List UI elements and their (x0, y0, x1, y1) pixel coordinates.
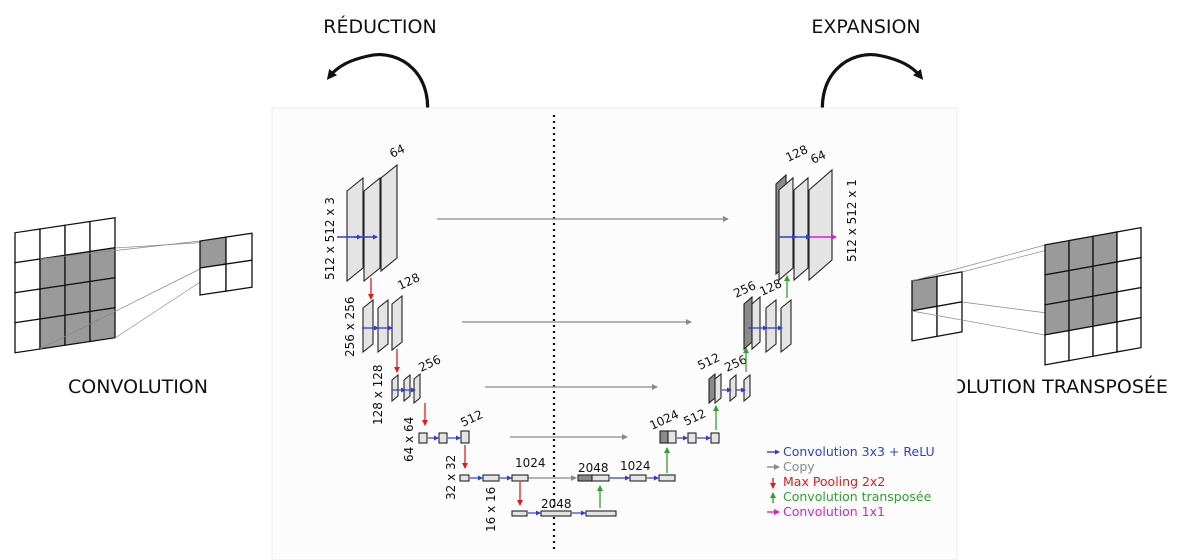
feature-map-128 (391, 373, 399, 403)
expansion-title: EXPANSION (811, 16, 920, 38)
encoder: 64 512 x 512 x 3 128 256 x 256 256 128 x… (323, 142, 546, 506)
decoder: 2048 1024 1024 512 512 256 256 128 (577, 142, 859, 482)
expansion-curved-arrow (820, 53, 924, 129)
reduction-title: RÉDUCTION (323, 15, 436, 38)
upsampled-map (714, 372, 722, 405)
legend-maxpool: Max Pooling 2x2 (783, 474, 885, 489)
bottleneck-channels: 2048 (541, 497, 572, 511)
decoder-channels-1024: 1024 (620, 459, 651, 473)
feature-map-256 (743, 373, 751, 403)
feature-map-512-b (363, 176, 381, 283)
legend-conv1x1: Convolution 1x1 (783, 504, 885, 519)
upsampled-map (778, 176, 794, 282)
copied-map (708, 372, 716, 405)
bottleneck-map (585, 510, 617, 517)
feature-map-64 (418, 432, 428, 444)
resolution-256: 256 x 256 (343, 296, 357, 357)
channels-1024: 1024 (515, 456, 546, 470)
conv-output-grid (199, 232, 253, 296)
bottleneck-map (540, 510, 572, 517)
channels-64: 64 (387, 142, 407, 161)
convolution-illustration (14, 217, 253, 354)
upsampled-map (667, 430, 677, 444)
legend-upconv: Convolution transposée (783, 489, 932, 504)
legend-copy: Copy (783, 459, 815, 474)
bottleneck: 2048 16 x 16 (484, 485, 617, 532)
feature-map-32 (511, 474, 529, 482)
feature-map-256 (377, 298, 389, 354)
decoder-channels-2048: 2048 (578, 461, 609, 475)
feature-map-128 (780, 298, 792, 354)
conv-input-grid (14, 217, 116, 354)
feature-map-512 (710, 432, 720, 444)
resolution-64: 64 x 64 (402, 417, 416, 462)
feature-map-64 (460, 430, 470, 444)
feature-map-64 (438, 432, 448, 444)
convolution-title: CONVOLUTION (68, 376, 208, 398)
feature-map-64 (793, 176, 809, 282)
feature-map-128 (765, 298, 777, 354)
copied-map (577, 474, 593, 482)
skip-connections (437, 216, 729, 481)
resolution-512: 512 x 512 x 3 (323, 197, 337, 280)
transposed-convolution-illustration (911, 226, 1142, 366)
feature-map-128 (403, 373, 411, 403)
feature-map-256 (729, 373, 737, 403)
tconv-output-grid (1044, 226, 1142, 366)
tconv-input-grid (911, 271, 963, 342)
copied-map (659, 430, 669, 444)
resolution-128: 128 x 128 (371, 364, 385, 425)
legend: Convolution 3x3 + ReLU Copy Max Pooling … (767, 444, 935, 519)
feature-map-1024 (629, 474, 647, 482)
resolution-32: 32 x 32 (444, 455, 458, 500)
resolution-16: 16 x 16 (484, 487, 498, 532)
legend-conv: Convolution 3x3 + ReLU (783, 444, 935, 459)
copied-map (743, 295, 753, 351)
feature-map-512-a (346, 176, 364, 283)
feature-map-512 (687, 432, 697, 444)
feature-map-64 (808, 168, 833, 282)
feature-map-32 (459, 474, 470, 482)
upsampled-map (591, 474, 610, 482)
feature-map-1024 (658, 474, 676, 482)
decoder-channels-64: 64 (808, 148, 828, 167)
feature-map-256 (362, 298, 374, 354)
upsampled-map (751, 295, 761, 351)
feature-map-32 (482, 474, 500, 482)
feature-map-512-c (380, 163, 398, 273)
feature-map-128 (413, 372, 421, 405)
output-size: 512 x 512 x 1 (845, 179, 859, 262)
transposed-convolution-title: CONVOLUTION TRANSPOSÉE (896, 375, 1168, 398)
feature-map-256 (391, 294, 403, 352)
bottleneck-map (511, 510, 528, 517)
reduction-curved-arrow (326, 53, 430, 129)
